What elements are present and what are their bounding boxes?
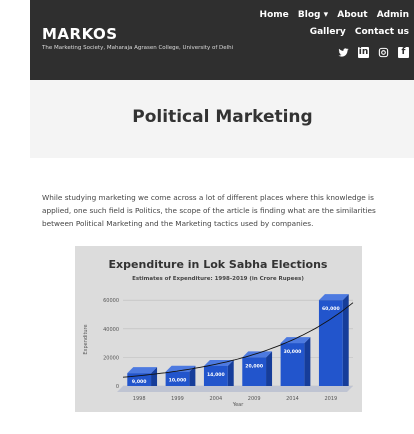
bar [203, 365, 228, 386]
chart-svg: Expenditure in Lok Sabha Elections Estima… [83, 258, 354, 408]
brand-subtitle: The Marketing Society, Maharaja Agrasen … [42, 45, 234, 51]
bar-side [151, 367, 158, 386]
y-axis-label: Expenditure [83, 324, 89, 354]
intro-paragraph: While studying marketing we come across … [42, 193, 376, 228]
bar [318, 300, 343, 386]
chart-subtitle: Estimates of Expenditure: 1998-2019 (in … [132, 276, 304, 282]
bar-top [165, 365, 196, 372]
nav-admin[interactable]: Admin [376, 10, 409, 20]
bar-top [318, 294, 349, 301]
linkedin-icon[interactable]: in [358, 47, 369, 58]
chart-floor [117, 386, 353, 392]
x-tick-label: 1998 [133, 396, 146, 402]
page-title: Political Marketing [132, 107, 313, 127]
bar-side [189, 365, 196, 386]
bar-top [203, 359, 234, 366]
y-tick-label: 20000 [103, 355, 119, 361]
chart-title: Expenditure in Lok Sabha Elections [109, 258, 328, 271]
nav-row-2: Gallery Contact us [254, 27, 409, 44]
bar-side [304, 337, 311, 386]
nav-about[interactable]: About [337, 10, 368, 20]
bar-side [227, 359, 234, 386]
site-header: MARKOS The Marketing Society, Maharaja A… [30, 0, 414, 80]
bar-top [127, 367, 158, 374]
trendline [122, 302, 354, 378]
twitter-icon[interactable] [338, 47, 349, 58]
social-links: in f [338, 47, 409, 58]
x-tick-label: 2004 [209, 396, 222, 402]
x-tick-label: 1999 [171, 396, 184, 402]
x-tick-label: 2009 [248, 396, 261, 402]
bar-data-label: 60,000 [322, 306, 340, 312]
bar [165, 371, 190, 386]
bar-data-label: 20,000 [245, 363, 263, 369]
facebook-icon[interactable]: f [398, 47, 409, 58]
main-nav: Home Blog ▾ About Admin Gallery Contact … [254, 10, 409, 44]
bar-data-label: 14,000 [207, 372, 225, 378]
bar-data-label: 30,000 [284, 349, 302, 355]
nav-row-1: Home Blog ▾ About Admin [254, 10, 409, 27]
nav-blog[interactable]: Blog ▾ [297, 10, 329, 20]
instagram-icon[interactable] [378, 47, 389, 58]
bar-side [266, 351, 273, 386]
bar-data-label: 10,000 [169, 378, 187, 384]
bar [280, 343, 305, 386]
bar [242, 357, 267, 386]
x-tick-label: 2014 [286, 396, 299, 402]
brand-title[interactable]: MARKOS [42, 25, 118, 43]
nav-home[interactable]: Home [259, 10, 289, 20]
x-tick-label: 2019 [324, 396, 337, 402]
y-tick-label: 40000 [103, 327, 119, 333]
y-tick-label: 0 [116, 384, 119, 390]
bar-data-label: 9,000 [132, 379, 147, 385]
x-axis-label: Year [232, 402, 245, 408]
expenditure-chart: Expenditure in Lok Sabha Elections Estima… [75, 246, 362, 412]
bar-side [342, 294, 349, 386]
y-tick-label: 60000 [103, 298, 119, 304]
nav-gallery[interactable]: Gallery [309, 27, 346, 37]
brand[interactable]: MARKOS The Marketing Society, Maharaja A… [42, 26, 252, 52]
title-band: Political Marketing [30, 80, 414, 158]
nav-contact[interactable]: Contact us [354, 27, 409, 37]
